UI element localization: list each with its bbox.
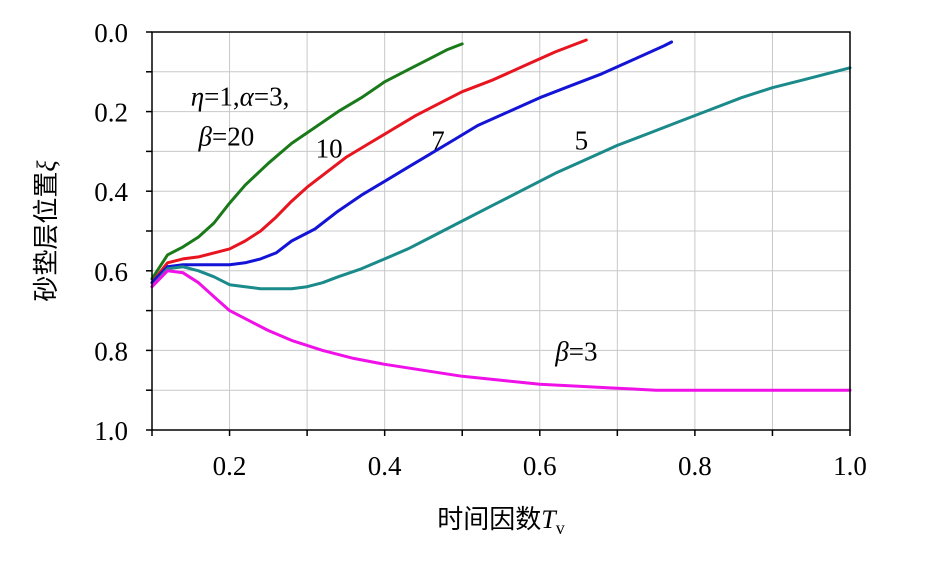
annotation-3: 10: [316, 133, 343, 163]
y-axis-title: 砂垫层位置ξ: [32, 160, 62, 302]
y-tick-label: 0.8: [94, 336, 128, 366]
y-tick-label: 1.0: [94, 416, 128, 446]
series-lines: [150, 38, 852, 392]
x-axis-title-symbol: T: [541, 505, 557, 534]
x-axis-title-text: 时间因数: [437, 505, 541, 535]
annotation-1: η=1,α=3,: [191, 82, 290, 112]
series-line-1: [150, 42, 464, 281]
series-line-3: [150, 40, 674, 285]
series-line-5: [150, 269, 852, 392]
annotation-4: 7: [431, 125, 445, 155]
x-tick-label: 0.4: [368, 451, 402, 481]
x-axis-title-subscript: v: [556, 518, 565, 538]
y-tick-label: 0.6: [94, 257, 128, 287]
annotation-2: β=20: [198, 121, 255, 151]
y-tick-label: 0.0: [94, 18, 128, 48]
x-tick-label: 0.8: [678, 451, 712, 481]
x-tick-label: 0.6: [523, 451, 557, 481]
y-tick-label: 0.4: [94, 177, 128, 207]
x-tick-label: 1.0: [833, 451, 867, 481]
tick-labels: 0.2 0.4 0.6 0.8 1.0 0.0 0.2 0.4 0.6 0.8 1.0: [94, 18, 867, 481]
annotation-5: 5: [575, 125, 589, 155]
grid: [152, 32, 850, 430]
annotation-6: β=3: [554, 336, 597, 366]
x-tick-label: 0.2: [213, 451, 247, 481]
annotations: η=1,α=3, β=20 10 7 5 β=3: [191, 82, 598, 367]
series-line-2: [150, 38, 588, 285]
y-tick-label: 0.2: [94, 98, 128, 128]
y-axis-title-symbol: ξ: [32, 160, 61, 172]
x-axis-title: 时间因数Tv: [437, 505, 564, 538]
series-line-4: [150, 66, 852, 291]
y-axis-title-text: 砂垫层位置: [32, 172, 62, 302]
axis-ticks: [146, 31, 851, 436]
